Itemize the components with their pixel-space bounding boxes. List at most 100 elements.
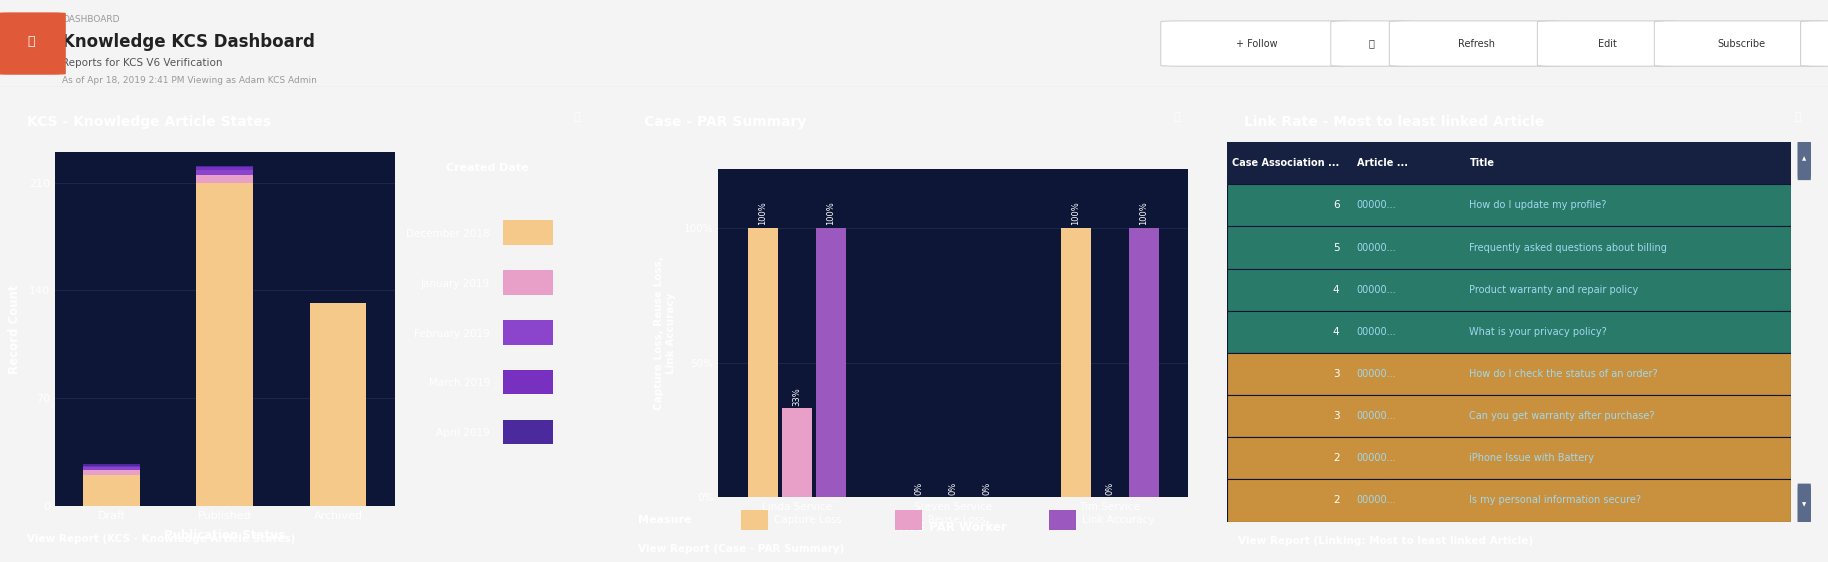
FancyBboxPatch shape (0, 12, 66, 75)
FancyBboxPatch shape (1331, 21, 1413, 66)
FancyBboxPatch shape (1049, 510, 1077, 531)
Text: iPhone Issue with Battery: iPhone Issue with Battery (1470, 454, 1594, 463)
Bar (309, 302, 366, 506)
FancyBboxPatch shape (503, 420, 552, 444)
FancyBboxPatch shape (1654, 21, 1828, 66)
Text: 4: 4 (1333, 285, 1340, 294)
Text: 0%: 0% (914, 482, 923, 495)
Text: 5: 5 (1333, 243, 1340, 252)
Bar (196, 183, 252, 506)
Text: + Follow: + Follow (1236, 39, 1278, 48)
Text: As of Apr 18, 2019 2:41 PM Viewing as Adam KCS Admin: As of Apr 18, 2019 2:41 PM Viewing as Ad… (62, 76, 316, 85)
Text: April 2019: April 2019 (437, 428, 490, 438)
Text: ⤢: ⤢ (1795, 112, 1801, 122)
FancyBboxPatch shape (1227, 269, 1791, 311)
Text: 0%: 0% (949, 482, 958, 495)
Text: 00000...: 00000... (1356, 369, 1397, 379)
FancyBboxPatch shape (1227, 142, 1791, 184)
Text: Ⓟ: Ⓟ (27, 35, 35, 48)
Text: 00000...: 00000... (1356, 454, 1397, 463)
FancyBboxPatch shape (503, 220, 552, 245)
Text: View Report (Case - PAR Summary): View Report (Case - PAR Summary) (638, 544, 845, 554)
FancyBboxPatch shape (1389, 21, 1563, 66)
Text: Title: Title (1470, 158, 1495, 168)
Text: What is your privacy policy?: What is your privacy policy? (1470, 327, 1607, 337)
FancyBboxPatch shape (503, 370, 552, 395)
Text: 00000...: 00000... (1356, 243, 1397, 252)
Text: Is my personal information secure?: Is my personal information secure? (1470, 496, 1642, 505)
Bar (815, 228, 846, 497)
Text: Capture Loss: Capture Loss (773, 515, 841, 525)
Text: 33%: 33% (792, 387, 801, 406)
Text: 00000...: 00000... (1356, 411, 1397, 421)
FancyBboxPatch shape (1227, 395, 1791, 437)
Text: Refresh: Refresh (1457, 39, 1495, 48)
Text: How do I update my profile?: How do I update my profile? (1470, 201, 1607, 210)
Text: February 2019: February 2019 (415, 329, 490, 339)
Text: Reuse Loss: Reuse Loss (927, 515, 985, 525)
Text: Product warranty and repair policy: Product warranty and repair policy (1470, 285, 1638, 294)
Bar (82, 464, 139, 466)
Bar (748, 228, 777, 497)
Text: 00000...: 00000... (1356, 496, 1397, 505)
Text: Link Accuracy: Link Accuracy (1082, 515, 1153, 525)
Bar (196, 167, 252, 170)
Text: 2: 2 (1333, 496, 1340, 505)
Bar (196, 166, 252, 167)
Text: 100%: 100% (1071, 201, 1080, 225)
Text: ▼: ▼ (1802, 502, 1806, 507)
Text: Can you get warranty after purchase?: Can you get warranty after purchase? (1470, 411, 1654, 421)
FancyBboxPatch shape (1227, 437, 1791, 479)
Bar (82, 468, 139, 470)
Text: View Report (KCS - Knowledge Article States): View Report (KCS - Knowledge Article Sta… (27, 534, 294, 544)
X-axis label: Publication Status: Publication Status (165, 529, 285, 542)
Text: Article ...: Article ... (1356, 158, 1408, 168)
Text: KCS - Knowledge Article States: KCS - Knowledge Article States (27, 115, 271, 129)
Bar (1130, 228, 1159, 497)
Text: ▲: ▲ (1802, 157, 1806, 162)
FancyBboxPatch shape (740, 510, 768, 531)
Text: Created Date: Created Date (446, 164, 528, 174)
Text: 2: 2 (1333, 454, 1340, 463)
FancyBboxPatch shape (1801, 21, 1828, 66)
Text: Case - PAR Summary: Case - PAR Summary (643, 115, 806, 129)
FancyBboxPatch shape (1227, 184, 1791, 226)
Text: How do I check the status of an order?: How do I check the status of an order? (1470, 369, 1658, 379)
FancyBboxPatch shape (1227, 353, 1791, 395)
FancyBboxPatch shape (1227, 479, 1791, 522)
Bar (82, 475, 139, 506)
FancyBboxPatch shape (1797, 483, 1812, 525)
Y-axis label: Capture Loss, Reuse Loss,
Link Accuracy: Capture Loss, Reuse Loss, Link Accuracy (654, 256, 676, 410)
Text: Reports for KCS V6 Verification: Reports for KCS V6 Verification (62, 58, 223, 67)
Text: March 2019: March 2019 (428, 378, 490, 388)
Text: Edit: Edit (1598, 39, 1618, 48)
FancyBboxPatch shape (1227, 311, 1791, 353)
Text: 00000...: 00000... (1356, 201, 1397, 210)
Bar (82, 466, 139, 468)
Text: 0%: 0% (1106, 482, 1115, 495)
X-axis label: KCS PAR Worker: KCS PAR Worker (899, 520, 1007, 533)
Text: Frequently asked questions about billing: Frequently asked questions about billing (1470, 243, 1667, 252)
Text: 00000...: 00000... (1356, 285, 1397, 294)
Text: Knowledge KCS Dashboard: Knowledge KCS Dashboard (62, 33, 314, 51)
Text: 0%: 0% (983, 482, 993, 495)
Text: DASHBOARD: DASHBOARD (62, 15, 119, 24)
Bar (82, 470, 139, 475)
Text: January 2019: January 2019 (420, 279, 490, 289)
Text: 🔔: 🔔 (1369, 39, 1375, 48)
FancyBboxPatch shape (1797, 138, 1812, 180)
Text: ⤢: ⤢ (1174, 112, 1181, 122)
FancyBboxPatch shape (1161, 21, 1353, 66)
Bar (196, 175, 252, 183)
Text: Measure: Measure (638, 515, 693, 525)
FancyBboxPatch shape (1227, 226, 1791, 269)
Text: Link Rate - Most to least linked Article: Link Rate - Most to least linked Article (1245, 115, 1545, 129)
Text: Subscribe: Subscribe (1716, 39, 1766, 48)
Text: 100%: 100% (826, 201, 835, 225)
Bar (1060, 228, 1091, 497)
Text: Case Association ...: Case Association ... (1232, 158, 1340, 168)
FancyBboxPatch shape (896, 510, 923, 531)
FancyBboxPatch shape (503, 270, 552, 295)
Text: 6: 6 (1333, 201, 1340, 210)
Text: 100%: 100% (759, 201, 768, 225)
